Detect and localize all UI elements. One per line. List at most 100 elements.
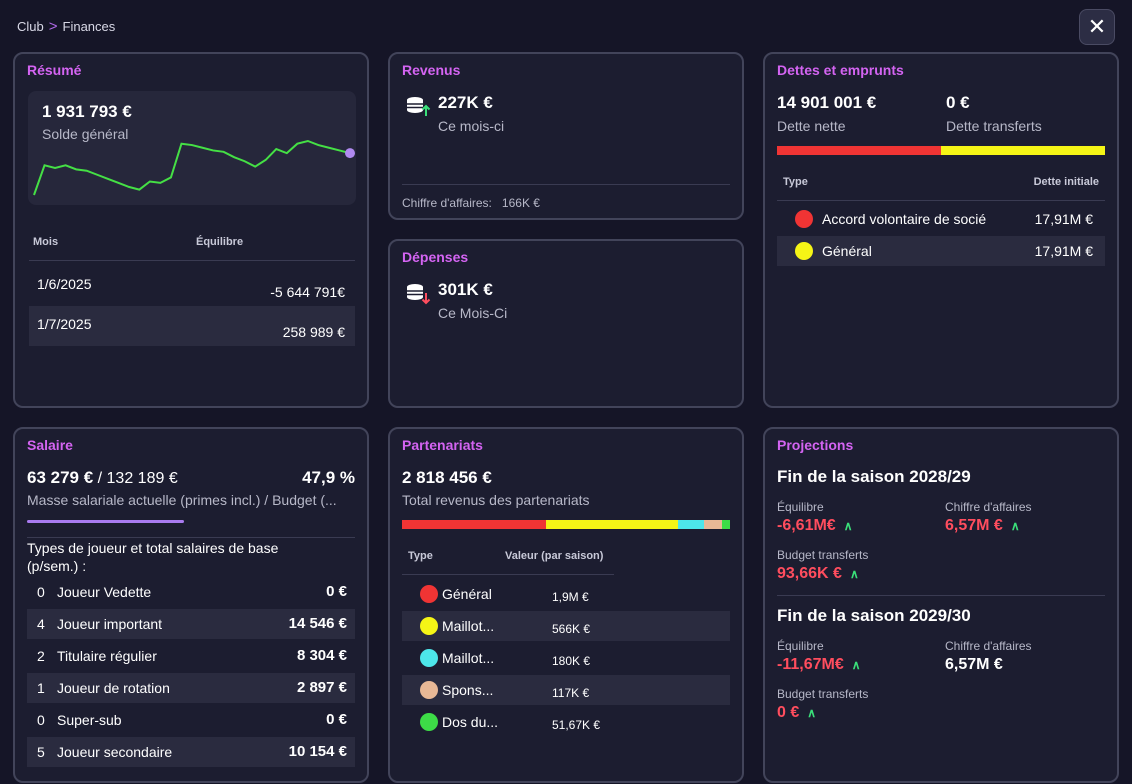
transfer-amount: 93,66K € bbox=[777, 565, 842, 582]
player-count: 2 bbox=[37, 648, 45, 664]
player-count: 5 bbox=[37, 744, 45, 760]
breadcrumb: Club > Finances bbox=[17, 18, 115, 35]
projections-title: Projections bbox=[777, 437, 854, 453]
table-row: 1/7/2025 258 989 € bbox=[29, 306, 355, 346]
transfer-label: Budget transferts bbox=[777, 687, 869, 701]
player-type: Titulaire régulier bbox=[57, 648, 157, 664]
ca-value: 6,57M € ∧ bbox=[945, 517, 1020, 535]
row-label: Accord volontaire de socié bbox=[822, 211, 987, 227]
trend-up-icon: ∧ bbox=[1010, 519, 1020, 533]
balance-sparkline bbox=[33, 139, 355, 196]
color-dot bbox=[420, 585, 438, 603]
sparkline-series bbox=[33, 139, 351, 196]
salary-value: 2 897 € bbox=[296, 679, 347, 696]
divider bbox=[402, 184, 730, 185]
salary-row: 1 Joueur de rotation 2 897 € bbox=[27, 673, 355, 703]
player-count: 1 bbox=[37, 680, 45, 696]
partner-bar-segment bbox=[677, 520, 704, 529]
balance-card: 1 931 793 € Solde général bbox=[28, 91, 356, 205]
row-label: Général bbox=[822, 243, 872, 259]
revenus-amount: 227K € bbox=[438, 93, 493, 112]
partner-type: Général bbox=[442, 586, 492, 602]
partner-value: 51,67K € bbox=[552, 718, 601, 732]
player-count: 4 bbox=[37, 616, 45, 632]
partner-row: Maillot... 566K € bbox=[402, 611, 730, 641]
depenses-period: Ce Mois-Ci bbox=[438, 305, 508, 321]
breadcrumb-club[interactable]: Club bbox=[17, 19, 44, 34]
partner-type: Maillot... bbox=[442, 650, 495, 666]
salary-row: 5 Joueur secondaire 10 154 € bbox=[27, 737, 355, 767]
revenus-ca: Chiffre d'affaires: 166K € bbox=[402, 196, 540, 210]
trend-up-icon: ∧ bbox=[807, 706, 817, 720]
color-dot bbox=[420, 649, 438, 667]
color-dot bbox=[420, 713, 438, 731]
divider bbox=[29, 260, 355, 261]
balance-label: Équilibre bbox=[777, 500, 824, 514]
balance-label: Équilibre bbox=[777, 639, 824, 653]
partner-row: Spons... 117K € bbox=[402, 675, 730, 705]
dettes-panel: Dettes et emprunts 14 901 001 € Dette ne… bbox=[763, 52, 1119, 408]
revenus-panel: Revenus 227K € Ce mois-ci Chiffre d'affa… bbox=[388, 52, 744, 220]
transfer-value: 0 € ∧ bbox=[777, 704, 816, 722]
partner-type: Spons... bbox=[442, 682, 494, 698]
sparkline-endpoint bbox=[345, 148, 355, 159]
divider bbox=[777, 200, 1105, 201]
revenus-title: Revenus bbox=[402, 62, 461, 78]
balance-label: Solde général bbox=[42, 126, 129, 142]
row-value: -5 644 791€ bbox=[270, 284, 345, 300]
partner-row: Général 1,9M € bbox=[402, 579, 730, 609]
coins-up-icon bbox=[407, 97, 431, 116]
balance-value: -6,61M€ ∧ bbox=[777, 517, 853, 535]
season-heading: Fin de la saison 2028/29 bbox=[777, 467, 971, 486]
partner-bar-segment bbox=[546, 520, 678, 529]
table-row: Général 17,91M € bbox=[777, 236, 1105, 266]
partner-row: Maillot... 180K € bbox=[402, 643, 730, 673]
color-dot bbox=[795, 210, 813, 228]
salary-row: 4 Joueur important 14 546 € bbox=[27, 609, 355, 639]
transfer-amount: 0 € bbox=[777, 704, 800, 721]
salary-row: 2 Titulaire régulier 8 304 € bbox=[27, 641, 355, 671]
player-type: Joueur important bbox=[57, 616, 163, 632]
ca-label: Chiffre d'affaires: bbox=[402, 196, 492, 210]
coins-down-icon bbox=[407, 284, 431, 305]
wage-summary: 63 279 € / 132 189 € bbox=[27, 468, 178, 488]
debt-bar-segment bbox=[941, 146, 1105, 155]
partner-bar-segment bbox=[703, 520, 722, 529]
player-type: Joueur Vedette bbox=[57, 584, 152, 600]
ca-amount: 6,57M € bbox=[945, 656, 1003, 673]
color-dot bbox=[420, 681, 438, 699]
transfer-value: 93,66K € ∧ bbox=[777, 565, 859, 583]
table-row: Accord volontaire de socié 17,91M € bbox=[777, 204, 1105, 234]
row-value: 258 989 € bbox=[282, 324, 345, 340]
salary-row: 0 Joueur Vedette 0 € bbox=[27, 577, 355, 607]
col-initial: Dette initiale bbox=[1033, 176, 1099, 188]
col-month: Mois bbox=[33, 236, 59, 248]
divider bbox=[402, 574, 614, 575]
salary-value: 14 546 € bbox=[288, 615, 347, 632]
ca-label: Chiffre d'affaires bbox=[945, 639, 1032, 653]
row-value: 17,91M € bbox=[1034, 243, 1093, 259]
partner-value: 180K € bbox=[552, 654, 591, 668]
salary-value: 10 154 € bbox=[288, 743, 347, 760]
color-dot bbox=[795, 242, 813, 260]
close-button[interactable]: ✕ bbox=[1079, 9, 1115, 45]
col-type: Type bbox=[408, 550, 433, 562]
types-label: Types de joueur et total salaires de bas… bbox=[27, 540, 279, 574]
player-type: Joueur de rotation bbox=[57, 680, 170, 696]
col-type: Type bbox=[783, 176, 808, 188]
projections-panel: Projections Fin de la saison 2028/29 Équi… bbox=[763, 427, 1119, 783]
transfer-label: Budget transferts bbox=[777, 548, 869, 562]
depenses-amount: 301K € bbox=[438, 280, 493, 299]
col-balance: Équilibre bbox=[196, 236, 244, 248]
partner-type: Dos du... bbox=[442, 714, 499, 730]
partner-bar-segment bbox=[402, 520, 547, 529]
ca-amount: 6,57M € bbox=[945, 517, 1003, 534]
partner-value: 117K € bbox=[552, 686, 590, 700]
dettes-title: Dettes et emprunts bbox=[777, 62, 904, 78]
salary-value: 8 304 € bbox=[296, 647, 347, 664]
depenses-panel: Dépenses 301K € Ce Mois-Ci bbox=[388, 239, 744, 408]
ca-value: 6,57M € bbox=[945, 656, 1003, 674]
breadcrumb-finances: Finances bbox=[62, 19, 116, 34]
salary-row: 0 Super-sub 0 € bbox=[27, 705, 355, 735]
salary-value: 0 € bbox=[326, 711, 347, 728]
